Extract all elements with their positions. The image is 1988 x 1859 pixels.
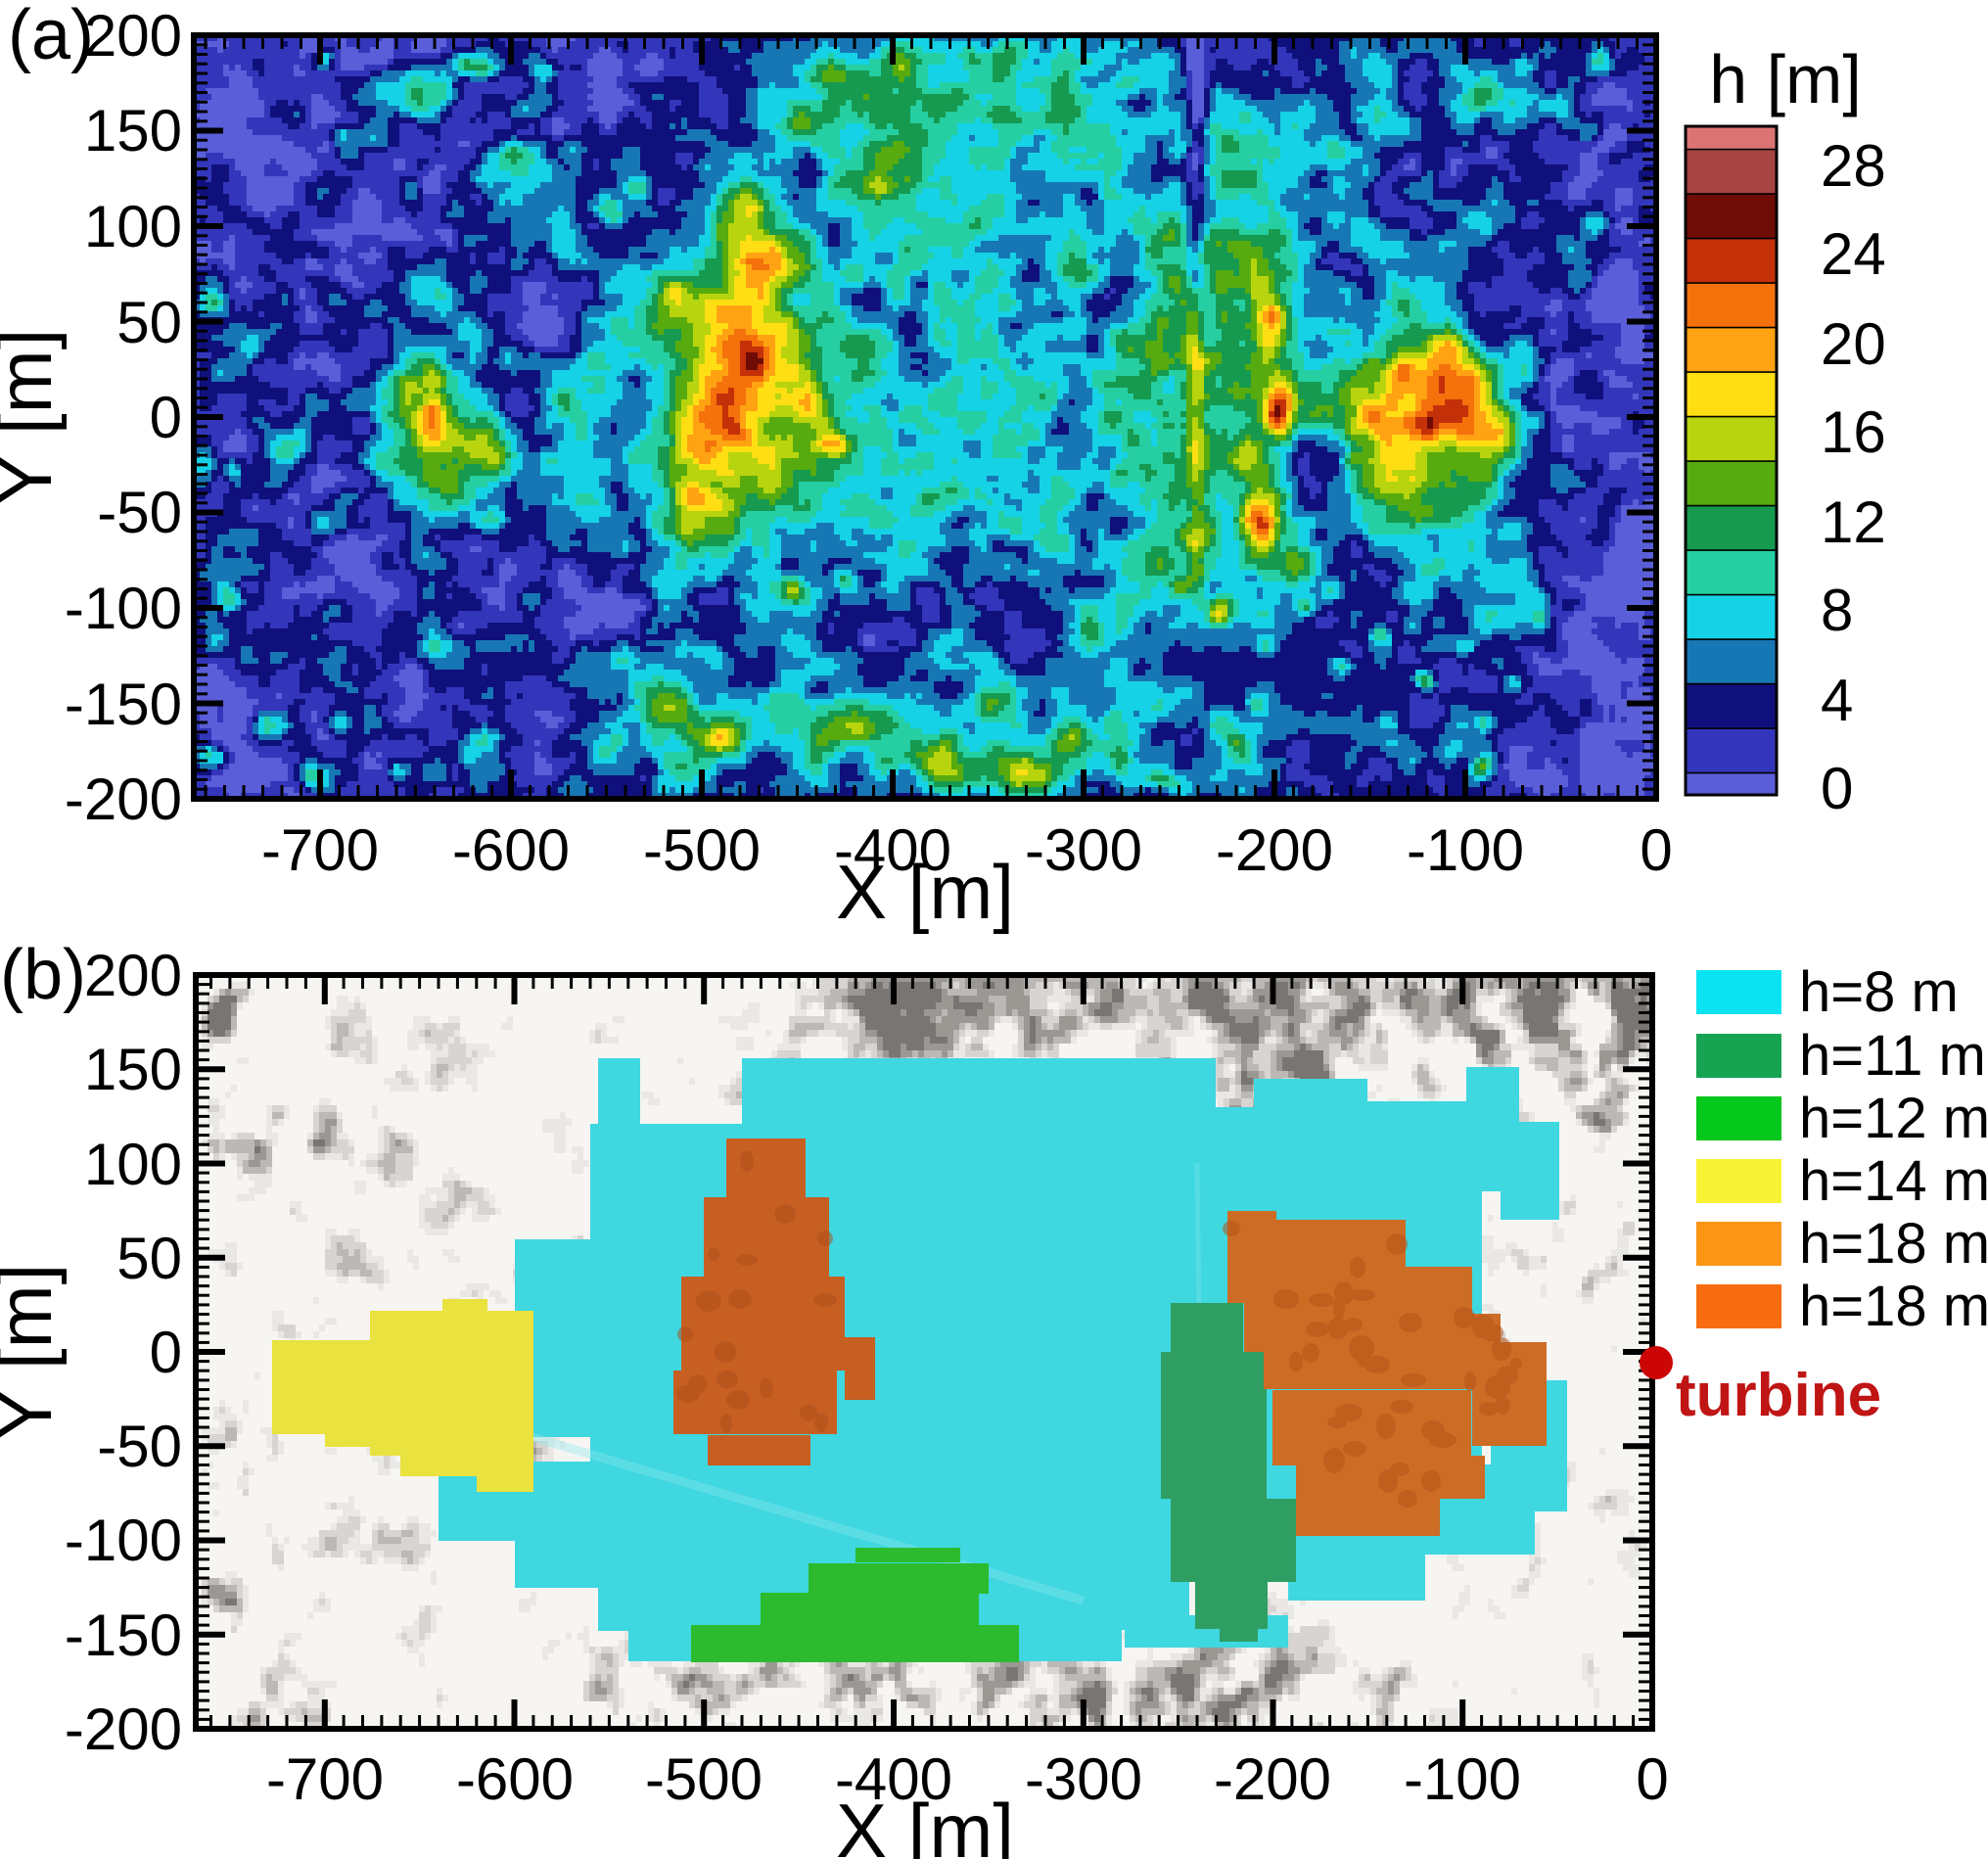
svg-text:20: 20 [1821, 311, 1886, 377]
svg-text:X [m]: X [m] [836, 1788, 1014, 1859]
svg-text:100: 100 [84, 1132, 182, 1197]
svg-text:-200: -200 [65, 1696, 182, 1762]
svg-text:0: 0 [1636, 1746, 1668, 1812]
svg-text:h [m]: h [m] [1709, 41, 1862, 117]
svg-text:-50: -50 [97, 1414, 182, 1479]
svg-text:-400: -400 [834, 817, 951, 883]
svg-text:-500: -500 [643, 817, 761, 883]
svg-text:X [m]: X [m] [836, 849, 1014, 935]
svg-text:0: 0 [150, 1320, 182, 1385]
svg-text:h=14 m: h=14 m [1799, 1149, 1988, 1213]
svg-text:-100: -100 [1404, 1746, 1521, 1812]
svg-text:4: 4 [1821, 668, 1853, 733]
svg-text:h=8 m: h=8 m [1799, 960, 1959, 1024]
svg-text:-100: -100 [65, 1508, 182, 1573]
svg-text:turbine: turbine [1676, 1362, 1881, 1429]
svg-text:(b): (b) [0, 936, 86, 1014]
svg-text:-100: -100 [65, 576, 182, 641]
svg-text:-200: -200 [65, 767, 182, 832]
svg-text:-600: -600 [452, 817, 570, 883]
svg-text:-500: -500 [645, 1746, 763, 1812]
svg-text:100: 100 [84, 194, 182, 259]
svg-text:200: 200 [84, 3, 182, 69]
svg-text:-200: -200 [1214, 1746, 1331, 1812]
svg-text:-150: -150 [65, 672, 182, 737]
svg-text:-50: -50 [97, 480, 182, 545]
svg-text:-200: -200 [1216, 817, 1333, 883]
svg-text:-700: -700 [261, 817, 379, 883]
svg-text:-700: -700 [266, 1746, 384, 1812]
svg-text:h=18 m: h=18 m [1799, 1275, 1988, 1338]
svg-text:-100: -100 [1407, 817, 1524, 883]
svg-text:50: 50 [116, 1226, 182, 1291]
svg-text:-300: -300 [1025, 1746, 1142, 1812]
svg-text:150: 150 [84, 1037, 182, 1102]
svg-text:h=11 m: h=11 m [1799, 1024, 1986, 1088]
svg-text:-400: -400 [835, 1746, 952, 1812]
svg-text:0: 0 [150, 385, 182, 450]
svg-text:-300: -300 [1025, 817, 1142, 883]
svg-text:0: 0 [1640, 817, 1672, 883]
svg-text:Y [m]: Y [m] [0, 1264, 68, 1441]
svg-text:28: 28 [1821, 133, 1886, 199]
svg-text:24: 24 [1821, 221, 1886, 287]
svg-text:200: 200 [84, 943, 182, 1008]
svg-text:150: 150 [84, 98, 182, 163]
svg-text:-150: -150 [65, 1603, 182, 1668]
svg-text:(a): (a) [8, 0, 94, 74]
svg-text:Y [m]: Y [m] [0, 329, 68, 506]
svg-text:h=12 m: h=12 m [1799, 1087, 1988, 1150]
svg-text:12: 12 [1821, 489, 1886, 555]
svg-text:0: 0 [1821, 756, 1853, 821]
svg-text:8: 8 [1821, 578, 1853, 643]
svg-text:-600: -600 [456, 1746, 574, 1812]
svg-text:50: 50 [116, 290, 182, 355]
svg-text:16: 16 [1821, 399, 1886, 465]
svg-text:h=18 m: h=18 m [1799, 1212, 1988, 1276]
